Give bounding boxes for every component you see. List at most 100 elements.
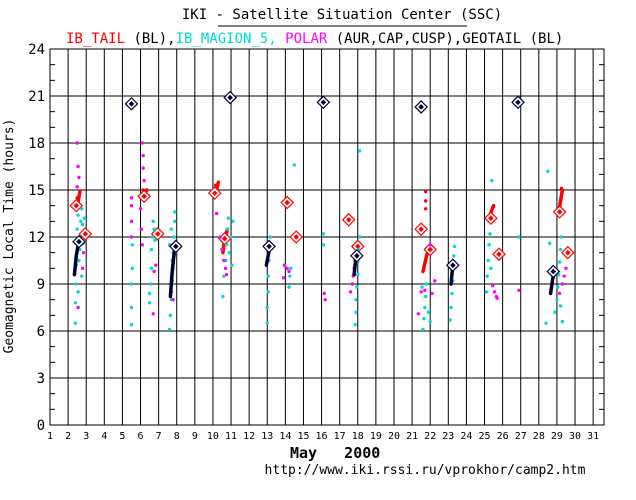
polar-point-40 xyxy=(416,312,421,316)
polar-point-46 xyxy=(490,283,495,288)
ib-magion-5-point-21 xyxy=(130,243,135,247)
ib-magion-5-point-91 xyxy=(485,274,489,278)
polar-point-42 xyxy=(423,288,427,292)
ib-magion-5-point-98 xyxy=(544,321,548,325)
ib-tail-diamond-core-8 xyxy=(345,216,352,223)
ib-tail-diamond-core-2 xyxy=(141,193,147,200)
ib-magion-5-point-62 xyxy=(289,266,293,271)
ib-tail-point-3 xyxy=(423,189,428,194)
polar-point-19 xyxy=(152,269,156,274)
ib-magion-5-point-48 xyxy=(226,216,231,220)
y-tick-label-0: 0 xyxy=(37,418,45,434)
y-tick-label-6: 6 xyxy=(37,324,45,340)
polar-point-7 xyxy=(129,235,134,239)
y-tick-label-9: 9 xyxy=(37,277,45,293)
y-tick-label-3: 3 xyxy=(37,371,45,387)
polar-point-35 xyxy=(323,297,327,302)
geotail-diamond-core-0 xyxy=(76,238,82,245)
geotail-diamond-core-1 xyxy=(128,101,135,107)
polar-point-54 xyxy=(564,266,568,271)
ib-magion-5-point-0 xyxy=(73,321,78,325)
polar-point-8 xyxy=(129,219,134,224)
ib-magion-5-point-19 xyxy=(129,282,134,286)
polar-point-41 xyxy=(419,290,423,294)
ib-magion-5-point-107 xyxy=(559,235,564,239)
y-tick-label-12: 12 xyxy=(28,230,45,246)
ib-magion-5-point-53 xyxy=(265,321,269,325)
ib-magion-5-point-14 xyxy=(77,258,81,263)
geotail-diamond-core-9 xyxy=(515,99,521,106)
polar-point-37 xyxy=(350,282,355,286)
polar-point-52 xyxy=(560,282,565,286)
legend-item-3: POLAR xyxy=(277,31,328,47)
ib-tail-diamond-core-12 xyxy=(488,215,494,221)
geotail-diamond-core-10 xyxy=(550,268,557,275)
polar-point-28 xyxy=(224,272,229,277)
y-axis-label: Geomagnetic Local Time (hours) xyxy=(2,119,17,354)
ib-magion-5-point-96 xyxy=(489,266,493,271)
polar-point-5 xyxy=(81,250,86,255)
ib-tail-diamond-core-13 xyxy=(496,251,502,258)
source-url[interactable]: http://www.iki.rssi.ru/vprokhor/camp2.ht… xyxy=(265,463,586,478)
polar-point-34 xyxy=(322,291,326,296)
polar-point-18 xyxy=(151,312,155,316)
polar-point-9 xyxy=(129,203,134,208)
polar-point-16 xyxy=(140,243,145,247)
ib-magion-5-point-16 xyxy=(76,290,80,294)
ib-magion-5-point-78 xyxy=(423,294,428,299)
series-polar xyxy=(75,141,568,316)
ib-magion-5-point-73 xyxy=(357,235,362,239)
x-tick-label-6: 6 xyxy=(138,431,144,442)
ib-magion-5-point-85 xyxy=(450,291,454,296)
ib-magion-5-point-30 xyxy=(147,291,152,296)
ib-magion-5-point-29 xyxy=(153,238,157,242)
ib-magion-5-point-28 xyxy=(152,227,156,231)
ib-magion-5-point-106 xyxy=(558,247,563,252)
polar-point-43 xyxy=(430,291,434,296)
y-tick-label-24: 24 xyxy=(28,42,45,58)
ib-magion-5-point-82 xyxy=(420,285,424,289)
ib-magion-5-point-25 xyxy=(149,247,154,252)
legend-item-1: (BL), xyxy=(125,31,176,47)
ib-magion-5-point-11 xyxy=(80,222,85,227)
series-ib-magion-5 xyxy=(73,149,565,332)
ib-magion-5-point-83 xyxy=(448,318,452,322)
polar-point-45 xyxy=(428,243,432,247)
x-tick-label-27: 27 xyxy=(515,431,527,442)
ib-magion-5-point-99 xyxy=(546,169,550,173)
ib-tail-diamond-core-0 xyxy=(73,202,80,209)
ib-magion-5-point-81 xyxy=(428,319,432,324)
polar-point-53 xyxy=(562,274,566,278)
ib-magion-5-point-69 xyxy=(355,285,359,289)
legend-item-4: (AUR,CAP,CUSP), xyxy=(327,31,462,47)
y-axis-ticks: 0 3 6 9 12 15 18 21 24 xyxy=(28,42,45,434)
x-tick-label-22: 22 xyxy=(424,431,436,442)
geotail-diamond-core-6 xyxy=(354,253,360,259)
ib-magion-5-point-94 xyxy=(488,232,492,236)
ib-magion-5-point-1 xyxy=(73,301,78,305)
ib-magion-5-point-20 xyxy=(130,266,135,271)
polar-point-13 xyxy=(141,166,145,170)
polar-point-31 xyxy=(282,263,287,267)
ib-magion-5-point-84 xyxy=(449,305,453,310)
series-ib-tail xyxy=(69,180,575,274)
geotail-diamond-core-4 xyxy=(266,243,272,250)
ib-magion-5-point-54 xyxy=(265,305,269,310)
ib-magion-5-point-22 xyxy=(147,301,152,305)
ib-tail-diamond-core-7 xyxy=(293,234,300,240)
ib-tail-diamond-core-11 xyxy=(427,246,433,253)
data-marks xyxy=(69,90,575,332)
polar-point-27 xyxy=(223,266,228,271)
y-tick-label-21: 21 xyxy=(28,89,45,105)
polar-point-11 xyxy=(140,141,145,145)
x-tick-label-10: 10 xyxy=(207,431,219,442)
x-tick-label-29: 29 xyxy=(551,431,563,442)
x-tick-label-16: 16 xyxy=(316,431,328,442)
x-tick-label-13: 13 xyxy=(261,431,273,442)
ib-magion-5-point-70 xyxy=(356,272,360,277)
legend-item-6: (BL) xyxy=(521,31,563,47)
polar-point-36 xyxy=(348,290,353,294)
polar-point-30 xyxy=(281,276,286,280)
x-tick-label-24: 24 xyxy=(460,431,472,442)
ib-magion-5-point-17 xyxy=(129,323,134,327)
